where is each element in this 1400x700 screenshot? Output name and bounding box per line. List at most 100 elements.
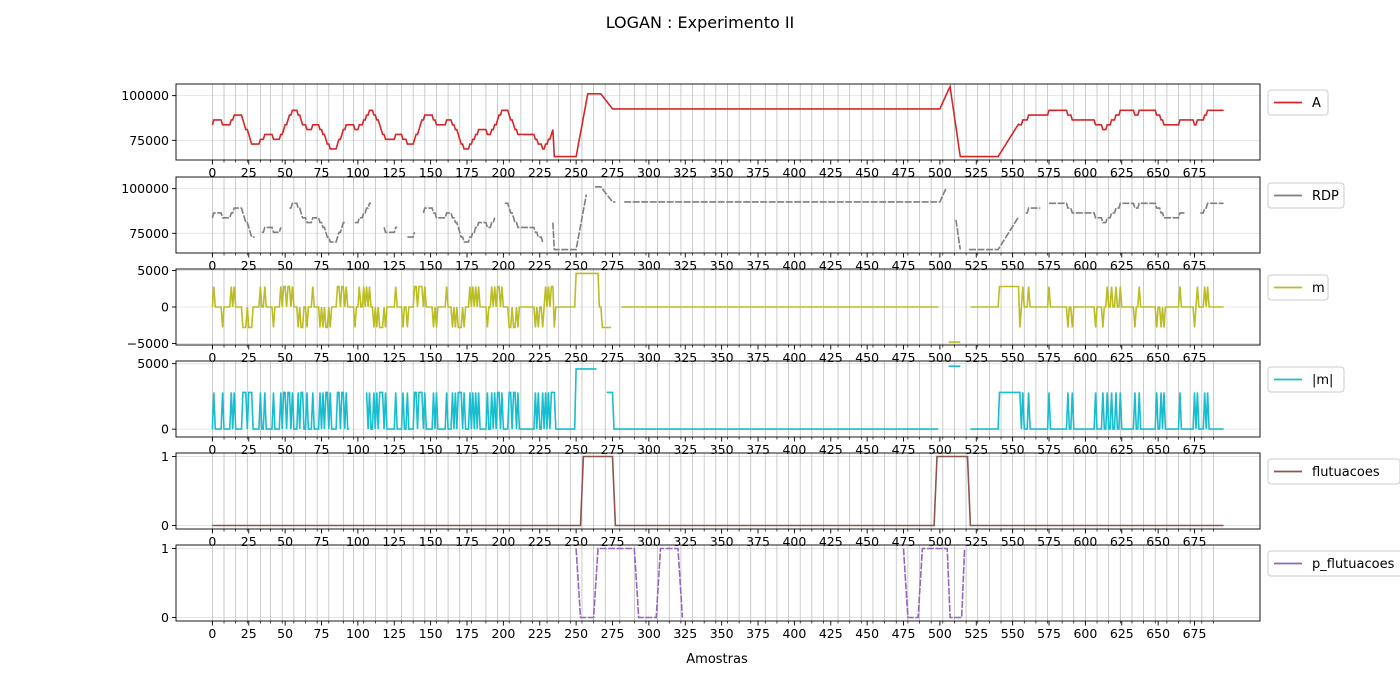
x-tick-label: 325 — [673, 534, 697, 549]
y-tick-label: 100000 — [121, 181, 169, 196]
x-tick-label: 75 — [314, 626, 330, 641]
x-tick-label: 25 — [241, 626, 257, 641]
x-tick-label: 175 — [455, 165, 479, 180]
subplot-p_flutuacoes: 0 1 0 25 50 75 100 125 150 175 200 225 250 275 300 325 3… — [161, 541, 1400, 641]
x-tick-label: 450 — [855, 626, 879, 641]
x-tick-label: 500 — [928, 165, 952, 180]
x-tick-label: 475 — [892, 442, 916, 457]
x-tick-label: 0 — [208, 350, 216, 365]
x-tick-label: 175 — [455, 534, 479, 549]
x-tick-label: 300 — [637, 626, 661, 641]
x-tick-label: 575 — [1037, 165, 1061, 180]
x-tick-label: 325 — [673, 442, 697, 457]
x-tick-label: 475 — [892, 626, 916, 641]
x-tick-label: 625 — [1110, 165, 1134, 180]
x-tick-label: 375 — [746, 626, 770, 641]
x-tick-label: 125 — [382, 626, 406, 641]
x-tick-label: 125 — [382, 534, 406, 549]
x-tick-label: 125 — [382, 442, 406, 457]
x-tick-label: 0 — [208, 258, 216, 273]
x-tick-label: 0 — [208, 534, 216, 549]
x-tick-label: 325 — [673, 626, 697, 641]
x-tick-label: 275 — [601, 165, 625, 180]
x-tick-label: 550 — [1001, 626, 1025, 641]
x-tick-label: 525 — [964, 442, 988, 457]
axes-frame — [175, 544, 1261, 622]
x-tick-label: 425 — [819, 534, 843, 549]
x-tick-label: 175 — [455, 626, 479, 641]
legend: p_flutuacoes — [1267, 550, 1400, 577]
y-tick-label: 5000 — [137, 263, 169, 278]
subplot-m: −5000 0 5000 0 25 50 75 100 125 150 175 200 225 250 27… — [127, 263, 1329, 365]
y-tick-label: 0 — [161, 422, 169, 437]
x-tick-label: 100 — [346, 626, 370, 641]
x-tick-label: 200 — [491, 626, 515, 641]
x-tick-label: 475 — [892, 165, 916, 180]
x-tick-label: 425 — [819, 626, 843, 641]
legend-box — [1267, 550, 1400, 577]
x-tick-label: 75 — [314, 442, 330, 457]
x-tick-label: 550 — [1001, 165, 1025, 180]
x-tick-label: 50 — [277, 534, 293, 549]
x-tick-label: 375 — [746, 165, 770, 180]
legend-label: p_flutuacoes — [1312, 557, 1395, 572]
series-line-A — [211, 84, 1224, 158]
x-tick-label: 25 — [241, 534, 257, 549]
series-line-m — [211, 272, 1224, 343]
x-tick-label: 100 — [346, 442, 370, 457]
y-tick-label: 0 — [161, 518, 169, 533]
series-line-abs-mabs- — [211, 365, 1224, 430]
x-tick-label: 275 — [601, 534, 625, 549]
x-tick-label: 350 — [710, 534, 734, 549]
x-tick-label: 100 — [346, 165, 370, 180]
x-tick-label: 300 — [637, 165, 661, 180]
x-tick-label: 200 — [491, 534, 515, 549]
x-tick-label: 475 — [892, 350, 916, 365]
x-tick-label: 150 — [419, 534, 443, 549]
x-tick-label: 675 — [1183, 626, 1207, 641]
x-tick-label: 150 — [419, 350, 443, 365]
x-tick-label: 675 — [1183, 165, 1207, 180]
x-tick-label: 525 — [964, 534, 988, 549]
x-tick-label: 325 — [673, 165, 697, 180]
series-line-flutuacoes — [212, 455, 1224, 527]
x-tick-label: 400 — [782, 442, 806, 457]
x-tick-label: 150 — [419, 165, 443, 180]
x-tick-label: 200 — [491, 350, 515, 365]
x-tick-label: 50 — [277, 626, 293, 641]
x-tick-label: 250 — [564, 165, 588, 180]
x-tick-label: 275 — [601, 350, 625, 365]
y-tick-label: −5000 — [127, 336, 169, 351]
legend: |m| — [1267, 366, 1345, 393]
x-tick-label: 50 — [277, 165, 293, 180]
x-tick-label: 175 — [455, 442, 479, 457]
y-tick-label: 100000 — [121, 88, 169, 103]
x-tick-label: 625 — [1110, 350, 1134, 365]
x-tick-label: 425 — [819, 442, 843, 457]
x-tick-label: 75 — [314, 534, 330, 549]
x-tick-label: 50 — [277, 442, 293, 457]
x-tick-label: 600 — [1073, 165, 1097, 180]
y-tick-label: 0 — [161, 610, 169, 625]
legend-label: RDP — [1312, 189, 1339, 204]
x-tick-label: 675 — [1183, 534, 1207, 549]
y-tick-label: 5000 — [137, 356, 169, 371]
x-tick-label: 350 — [710, 165, 734, 180]
x-tick-label: 225 — [528, 534, 552, 549]
series-line-p_flutuacoes — [576, 549, 1224, 618]
x-tick-label: 525 — [964, 626, 988, 641]
y-tick-label: 0 — [161, 300, 169, 315]
x-tick-label: 400 — [782, 534, 806, 549]
legend-label: m — [1312, 281, 1325, 296]
legend: A — [1267, 89, 1329, 116]
x-tick-label: 100 — [346, 534, 370, 549]
legend-box — [1267, 458, 1400, 485]
x-tick-label: 450 — [855, 350, 879, 365]
x-tick-label: 475 — [892, 534, 916, 549]
x-tick-label: 450 — [855, 442, 879, 457]
x-tick-label: 450 — [855, 165, 879, 180]
